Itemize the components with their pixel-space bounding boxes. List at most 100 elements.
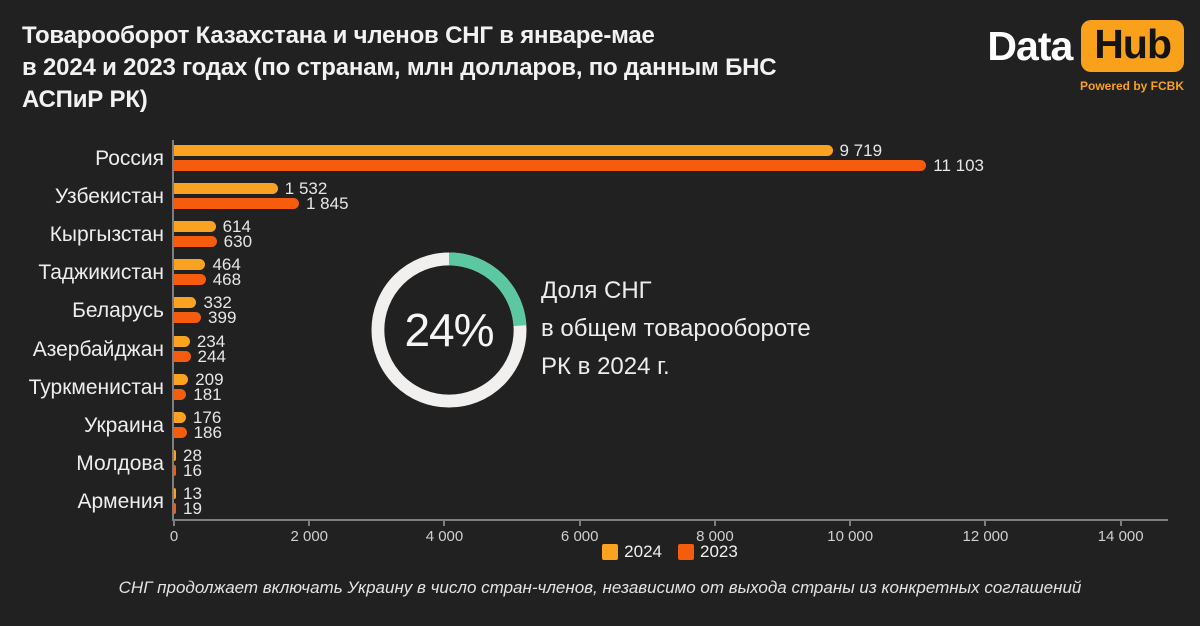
title-line-3: АСПиР РК) bbox=[22, 86, 148, 113]
country-label: Беларусь bbox=[72, 299, 164, 323]
x-axis-tick bbox=[1119, 521, 1122, 526]
logo-tagline: Powered by FCBK bbox=[1079, 79, 1184, 93]
bar-2023 bbox=[174, 312, 202, 324]
bar-2024 bbox=[174, 449, 176, 461]
logo-data-text: Data bbox=[987, 22, 1073, 69]
value-label-2023: 19 bbox=[183, 498, 202, 518]
value-label-2024: 464 bbox=[212, 255, 241, 275]
bar-row: Армения 13 19 bbox=[77, 483, 1168, 521]
bar-row: Россия 9 719 11 103 bbox=[95, 140, 1168, 178]
bar-2023 bbox=[174, 502, 176, 514]
x-axis-tick-label: 0 bbox=[169, 528, 179, 545]
value-label-2023: 244 bbox=[197, 346, 226, 366]
country-label: Таджикистан bbox=[38, 261, 164, 285]
x-axis-tick bbox=[849, 521, 852, 526]
bar-2024 bbox=[174, 297, 197, 309]
bar-2024 bbox=[174, 335, 190, 347]
bar-row: Таджикистан 464 468 bbox=[38, 254, 1168, 292]
bar-row: Узбекистан 1 532 1 845 bbox=[55, 178, 1168, 216]
x-axis-tick-label: 12 000 bbox=[962, 528, 1009, 545]
x-axis-tick bbox=[578, 521, 581, 526]
bar-chart-plot: Россия 9 719 11 103 Узбекистан 1 532 1 845 Кыр… bbox=[29, 140, 1168, 545]
bar-2024 bbox=[174, 221, 216, 233]
donut-percent-label: 24% bbox=[404, 304, 494, 356]
x-axis-tick bbox=[713, 521, 716, 526]
country-label: Азербайджан bbox=[32, 337, 164, 361]
value-label-2023: 181 bbox=[193, 384, 222, 404]
legend-item-2023: 2023 bbox=[678, 542, 738, 562]
country-label: Кыргызстан bbox=[49, 223, 164, 247]
x-axis-tick-label: 14 000 bbox=[1097, 528, 1144, 545]
x-axis-tick-label: 2 000 bbox=[290, 528, 329, 545]
page-title: Товарооборот Казахстана и членов СНГ в я… bbox=[22, 20, 777, 116]
value-label-2024: 209 bbox=[195, 369, 224, 389]
country-label: Армения bbox=[77, 489, 164, 513]
value-label-2023: 630 bbox=[223, 232, 253, 252]
bar-row: Кыргызстан 614 630 bbox=[50, 216, 1168, 254]
value-label-2024: 1 532 bbox=[284, 179, 328, 199]
donut-caption-line: в общем товарообороте bbox=[541, 315, 811, 342]
country-label: Украина bbox=[84, 413, 164, 437]
bar-2024 bbox=[174, 373, 189, 385]
datahub-logo: Data Hub Powered by FCBK bbox=[987, 20, 1184, 93]
legend-label-2024: 2024 bbox=[624, 542, 662, 561]
value-label-2024: 332 bbox=[203, 293, 232, 313]
value-label-2023: 1 845 bbox=[306, 194, 349, 214]
title-line-1: Товарооборот Казахстана и членов СНГ в я… bbox=[22, 22, 655, 49]
bar-2023 bbox=[174, 426, 187, 438]
value-label-2024: 28 bbox=[183, 445, 202, 465]
bar-2023 bbox=[174, 274, 206, 286]
bar-2023 bbox=[174, 198, 299, 210]
legend-item-2024: 2024 bbox=[602, 542, 662, 562]
donut-caption: Доля СНГ в общем товарообороте РК в 2024 г… bbox=[541, 272, 811, 386]
x-axis-tick-label: 4 000 bbox=[425, 528, 464, 545]
bar-row: Беларусь 332 399 bbox=[72, 292, 1168, 330]
x-axis-tick-label: 8 000 bbox=[696, 528, 734, 545]
donut-percent-arc bbox=[371, 252, 527, 408]
country-label: Россия bbox=[95, 147, 164, 170]
logo-hub-badge: Hub bbox=[1081, 20, 1184, 72]
bar-2023 bbox=[174, 350, 191, 362]
x-axis-tick bbox=[173, 521, 175, 526]
x-axis-tick bbox=[984, 521, 987, 526]
value-label-2024: 234 bbox=[196, 331, 226, 351]
bar-2023 bbox=[174, 160, 927, 171]
x-axis-tick-label: 10 000 bbox=[827, 528, 874, 545]
legend-swatch-2023 bbox=[678, 544, 694, 560]
bar-2023 bbox=[174, 236, 217, 248]
legend-swatch-2024 bbox=[602, 544, 619, 560]
bar-2024 bbox=[174, 145, 833, 156]
value-label-2024: 9 719 bbox=[839, 141, 883, 160]
value-label-2024: 176 bbox=[192, 407, 222, 427]
bar-2024 bbox=[174, 487, 176, 499]
value-label-2023: 11 103 bbox=[933, 156, 985, 175]
country-label: Туркменистан bbox=[28, 375, 164, 399]
bar-2024 bbox=[174, 183, 278, 195]
legend-label-2023: 2023 bbox=[700, 542, 738, 561]
value-label-2023: 186 bbox=[193, 422, 222, 442]
x-axis-tick-label: 6 000 bbox=[560, 528, 599, 545]
donut-chart: 24% bbox=[370, 251, 528, 409]
bar-row: Украина 176 186 bbox=[84, 407, 1168, 445]
bar-2023 bbox=[174, 388, 187, 400]
value-label-2023: 16 bbox=[183, 460, 202, 480]
bar-row: Азербайджан 234 244 bbox=[33, 331, 1168, 369]
bar-2023 bbox=[174, 464, 176, 476]
x-axis-tick bbox=[308, 521, 311, 526]
title-line-2: в 2024 и 2023 годах (по странам, млн дол… bbox=[22, 54, 777, 81]
donut-caption-line: РК в 2024 г. bbox=[541, 353, 670, 380]
value-label-2023: 399 bbox=[208, 308, 237, 328]
donut-svg bbox=[371, 252, 527, 408]
bar-2024 bbox=[174, 259, 206, 271]
bar-row: Туркменистан 209 181 bbox=[29, 369, 1168, 407]
bar-2024 bbox=[174, 411, 186, 423]
country-label: Молдова bbox=[76, 451, 164, 475]
value-label-2023: 468 bbox=[212, 270, 242, 290]
x-axis-tick bbox=[443, 521, 446, 526]
country-label: Узбекистан bbox=[54, 185, 164, 209]
chart-legend: 2024 2023 bbox=[172, 542, 1168, 562]
value-label-2024: 614 bbox=[222, 217, 251, 237]
logo-wordmark: Data Hub bbox=[987, 20, 1184, 72]
footnote: СНГ продолжает включать Украину в число … bbox=[118, 578, 1082, 597]
